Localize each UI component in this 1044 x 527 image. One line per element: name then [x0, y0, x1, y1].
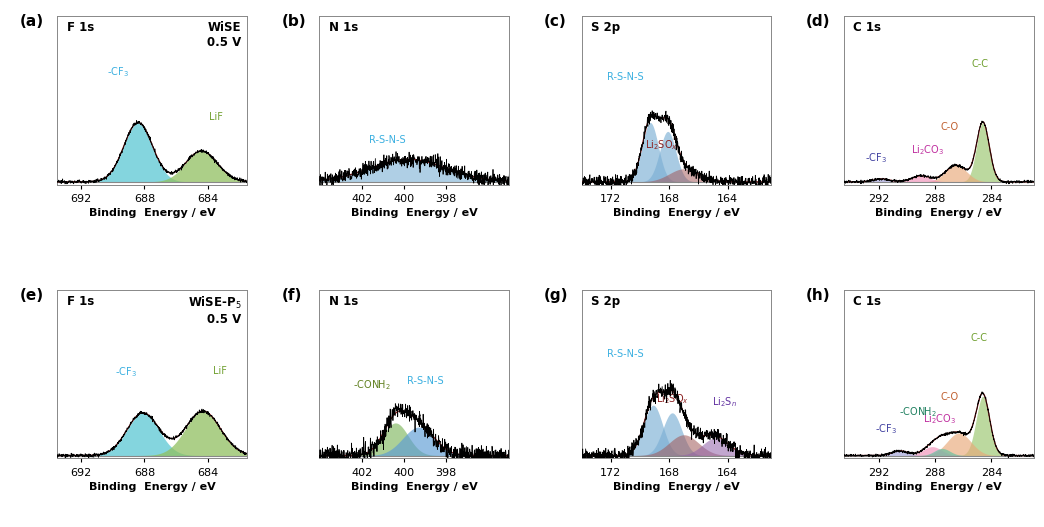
Text: (c): (c)	[544, 14, 566, 29]
Text: S 2p: S 2p	[591, 295, 620, 308]
Text: Li$_2$CO$_3$: Li$_2$CO$_3$	[911, 143, 945, 157]
Text: (f): (f)	[282, 288, 302, 303]
Text: R-S-N-S: R-S-N-S	[607, 349, 644, 359]
Text: C-C: C-C	[972, 59, 989, 69]
Text: -CF$_3$: -CF$_3$	[865, 151, 887, 165]
X-axis label: Binding  Energy / eV: Binding Energy / eV	[351, 482, 478, 492]
Text: Li$_2$SO$_x$: Li$_2$SO$_x$	[645, 138, 679, 152]
Text: -CONH$_2$: -CONH$_2$	[353, 378, 392, 393]
Text: LiF: LiF	[209, 112, 222, 122]
Text: C-O: C-O	[940, 393, 958, 403]
Text: -CF$_3$: -CF$_3$	[106, 65, 128, 79]
X-axis label: Binding  Energy / eV: Binding Energy / eV	[89, 208, 216, 218]
Text: Li$_2$S$_n$: Li$_2$S$_n$	[712, 395, 737, 409]
Text: C-O: C-O	[940, 122, 958, 132]
X-axis label: Binding  Energy / eV: Binding Energy / eV	[89, 482, 216, 492]
X-axis label: Binding  Energy / eV: Binding Energy / eV	[875, 208, 1002, 218]
Text: C 1s: C 1s	[853, 21, 881, 34]
Text: WiSE
0.5 V: WiSE 0.5 V	[208, 21, 241, 49]
Text: (d): (d)	[806, 14, 830, 29]
Text: R-S-N-S: R-S-N-S	[407, 376, 444, 386]
Text: (h): (h)	[806, 288, 830, 303]
Text: (a): (a)	[20, 14, 44, 29]
Text: R-S-N-S: R-S-N-S	[607, 72, 644, 82]
Text: Li$_2$CO$_3$: Li$_2$CO$_3$	[923, 412, 956, 426]
Text: -CONH$_2$: -CONH$_2$	[899, 405, 938, 419]
Text: C-C: C-C	[970, 333, 988, 343]
Text: LiF: LiF	[213, 366, 228, 376]
Text: -CF$_3$: -CF$_3$	[875, 422, 897, 436]
X-axis label: Binding  Energy / eV: Binding Energy / eV	[613, 208, 740, 218]
Text: F 1s: F 1s	[67, 21, 94, 34]
Text: N 1s: N 1s	[329, 295, 358, 308]
Text: C 1s: C 1s	[853, 295, 881, 308]
Text: (e): (e)	[20, 288, 44, 303]
Text: Li$_2$SO$_x$: Li$_2$SO$_x$	[656, 392, 689, 406]
Text: (g): (g)	[544, 288, 568, 303]
Text: S 2p: S 2p	[591, 21, 620, 34]
Text: (b): (b)	[282, 14, 306, 29]
Text: -CF$_3$: -CF$_3$	[115, 365, 137, 379]
X-axis label: Binding  Energy / eV: Binding Energy / eV	[875, 482, 1002, 492]
Text: WiSE-P$_5$
0.5 V: WiSE-P$_5$ 0.5 V	[188, 295, 241, 326]
Text: F 1s: F 1s	[67, 295, 94, 308]
X-axis label: Binding  Energy / eV: Binding Energy / eV	[613, 482, 740, 492]
Text: N 1s: N 1s	[329, 21, 358, 34]
Text: R-S-N-S: R-S-N-S	[369, 135, 405, 145]
X-axis label: Binding  Energy / eV: Binding Energy / eV	[351, 208, 478, 218]
